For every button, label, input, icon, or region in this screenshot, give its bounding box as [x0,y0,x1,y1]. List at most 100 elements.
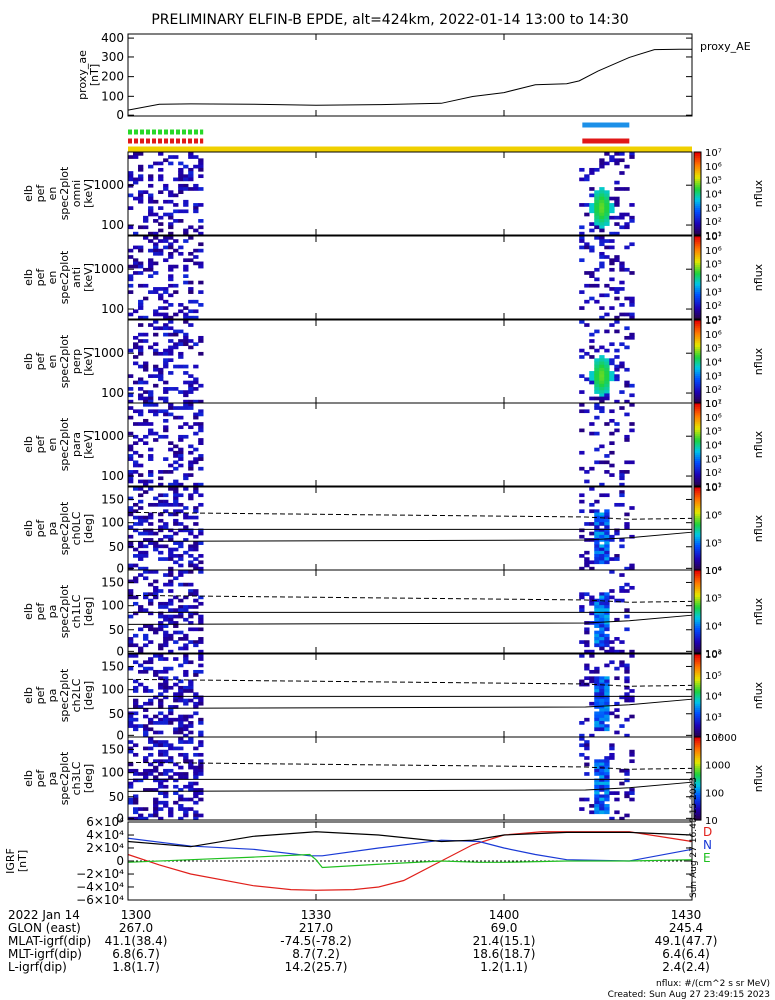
spectrogram-pixel [183,740,189,744]
colorbar-seg [694,425,701,429]
spectrogram-pixel [589,296,595,301]
spectrogram-pixel [178,454,184,458]
spectrogram-pixel [609,649,615,654]
colorbar-seg [694,208,701,211]
spectrogram-pixel [168,339,174,343]
panel-ylabel-ch0-1: pef [34,519,47,538]
spectrogram-pixel [128,717,134,722]
spectrogram-pixel [604,534,610,539]
spectrogram-pixel [614,215,620,220]
spectrogram-pixel [629,422,635,426]
spectrogram-pixel [183,183,189,188]
spectrogram-pixel [594,415,600,420]
spectrogram-pixel [148,196,154,201]
spectrogram-pixel [153,383,159,388]
spectrogram-pixel [594,447,600,452]
colorbar-seg [694,304,701,308]
colorbar-seg [694,572,701,575]
spectrogram-pixel [178,209,184,214]
spectrogram-pixel [183,512,189,517]
spectrogram-pixel [579,654,585,658]
colorbar-tick-0-3: 10⁴ [705,190,722,201]
colorbar-seg [694,505,701,509]
colorbar-seg [694,561,701,565]
ephem-label-1: GLON (east) [8,921,81,935]
spectrogram-pixel [614,158,620,163]
colorbar-tick-1-3: 10⁴ [705,274,722,285]
spectrogram-pixel [198,797,204,802]
spectrogram-pixel [148,689,154,693]
colorbar-seg [694,578,701,581]
spectrogram-pixel [168,617,174,622]
spectrogram-pixel [599,203,605,207]
spectrogram-pixel [138,248,144,253]
colorbar-seg [694,538,701,542]
spectrogram-pixel [629,152,635,156]
spectrogram-pixel [153,348,159,353]
spectrogram-pixel [614,399,620,404]
colorbar-seg [694,355,701,358]
ytick-label-ch3-1: 100 [101,766,124,780]
spectrogram-pixel [604,772,610,776]
spectrogram-pixel [168,212,174,217]
spectrogram-pixel [163,326,169,331]
spectrogram-pixel [173,541,179,545]
spectrogram-pixel [153,759,159,764]
spectrogram-pixel [178,685,184,690]
colorbar-tick-4-3: 10⁴ [705,566,722,577]
panel-frame-ae [127,33,693,117]
ephem-label-2: MLAT-igrf(dip) [8,934,91,948]
colorbar-seg [694,685,701,688]
spectrogram-pixel [138,332,144,337]
spectrogram-pixel [173,784,179,789]
spectrogram-pixel [594,390,600,394]
spectrogram-pixel [188,496,194,501]
spectrogram-pixel [604,161,610,166]
spectrogram-pixel [624,679,630,684]
spectrogram-pixel [579,466,585,471]
spectrogram-pixel [158,367,164,372]
spectrogram-pixel [193,643,199,648]
spectrogram-pixel [193,209,199,214]
spectrogram-pixel [604,512,610,517]
spectrogram-pixel [128,274,134,278]
spectrogram-pixel [148,199,154,204]
spectrogram-pixel [143,714,149,719]
spectrogram-pixel [584,174,590,179]
spectrogram-pixel [173,466,179,471]
spectrogram-pixel [143,528,149,533]
spectrogram-pixel [133,711,139,716]
spectrogram-pixel [604,371,610,375]
spectrogram-pixel [599,608,605,612]
spectrogram-pixel [614,329,620,334]
colorbar-seg [694,281,701,285]
spectrogram-pixel [193,611,199,616]
spectrogram-pixel [158,721,164,725]
spectrogram-pixel [589,566,595,571]
colorbar-label-7: nflux [752,764,765,792]
spectrogram-pixel [183,239,189,243]
spectrogram-pixel [609,534,615,539]
spectrogram-pixel [188,563,194,568]
spectrogram-pixel [599,714,605,719]
spectrogram-pixel [599,772,605,776]
spectrogram-pixel [599,617,605,622]
colorbar-seg [694,697,701,701]
colorbar-seg [694,222,701,226]
spectrogram-pixel [594,534,600,539]
colorbar-seg [694,599,701,602]
spectrogram-pixel [138,167,144,172]
units-note: nflux: #/(cm^2 s sr MeV) [656,979,770,989]
spectrogram-pixel [158,800,164,805]
spectrogram-pixel [168,705,174,709]
loss-cone-solid [127,698,693,709]
ephem-value-0-3: 1.8(1.7) [112,960,160,974]
spectrogram-pixel [594,759,600,764]
spectrogram-pixel [599,807,605,811]
spectrogram-pixel [599,215,605,220]
spectrogram-pixel [629,219,635,223]
colorbar-seg [694,388,701,392]
spectrogram-pixel [188,290,194,294]
colorbar-seg [694,601,701,604]
colorbar-seg [694,689,701,692]
